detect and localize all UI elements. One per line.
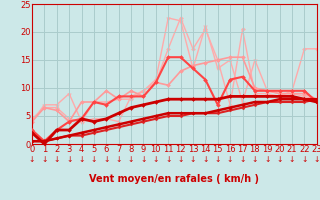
Text: ↓: ↓: [66, 155, 72, 164]
Text: ↓: ↓: [177, 155, 184, 164]
Text: ↓: ↓: [190, 155, 196, 164]
Text: ↓: ↓: [301, 155, 308, 164]
Text: ↓: ↓: [165, 155, 172, 164]
Text: ↓: ↓: [264, 155, 270, 164]
Text: ↓: ↓: [91, 155, 97, 164]
Text: ↓: ↓: [227, 155, 233, 164]
Text: ↓: ↓: [276, 155, 283, 164]
Text: ↓: ↓: [289, 155, 295, 164]
Text: ↓: ↓: [239, 155, 246, 164]
Text: ↓: ↓: [153, 155, 159, 164]
Text: ↓: ↓: [252, 155, 258, 164]
Text: ↓: ↓: [41, 155, 48, 164]
X-axis label: Vent moyen/en rafales ( km/h ): Vent moyen/en rafales ( km/h ): [89, 174, 260, 184]
Text: ↓: ↓: [78, 155, 85, 164]
Text: ↓: ↓: [53, 155, 60, 164]
Text: ↓: ↓: [214, 155, 221, 164]
Text: ↓: ↓: [202, 155, 209, 164]
Text: ↓: ↓: [128, 155, 134, 164]
Text: ↓: ↓: [314, 155, 320, 164]
Text: ↓: ↓: [29, 155, 35, 164]
Text: ↓: ↓: [140, 155, 147, 164]
Text: ↓: ↓: [103, 155, 109, 164]
Text: ↓: ↓: [116, 155, 122, 164]
